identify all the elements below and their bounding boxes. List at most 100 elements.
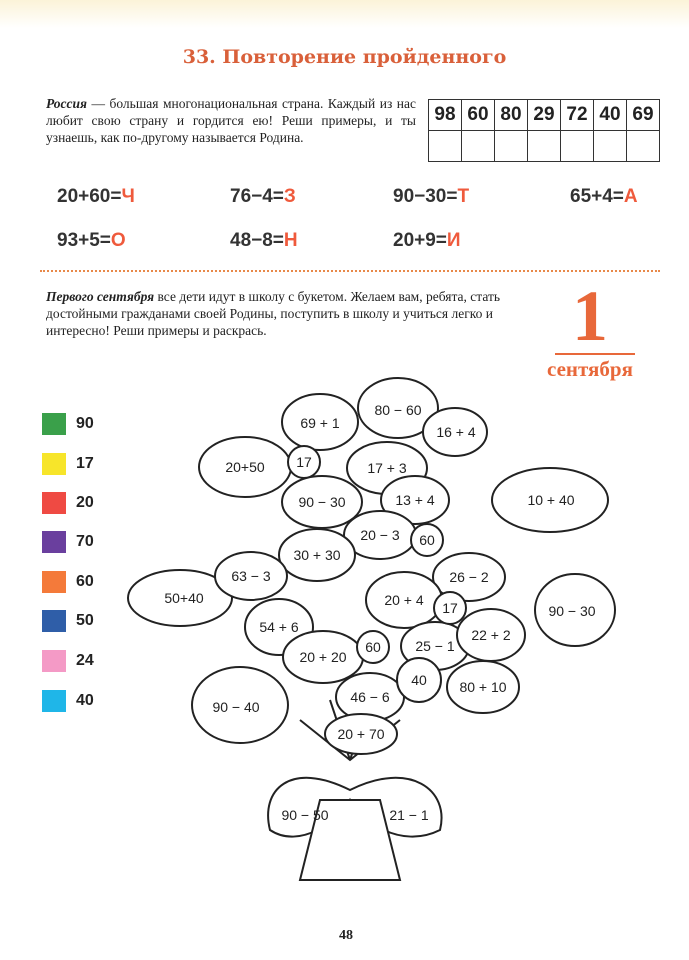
petal — [357, 377, 439, 439]
bouquet-expression[interactable]: 46 − 6 — [350, 689, 390, 705]
color-swatch — [42, 492, 66, 514]
bouquet-expression[interactable]: 20 + 4 — [384, 592, 424, 608]
bouquet-expression[interactable]: 20 − 3 — [360, 527, 400, 543]
bouquet-expression[interactable]: 80 − 60 — [374, 402, 422, 418]
answer-cell[interactable] — [494, 130, 528, 162]
petal — [281, 475, 363, 529]
code-number: 80 — [494, 99, 528, 131]
petal — [534, 573, 616, 647]
legend-value: 24 — [76, 652, 94, 669]
petal — [422, 407, 488, 457]
petal — [281, 393, 359, 451]
bouquet-expression[interactable]: 50+40 — [164, 590, 204, 606]
bouquet-expression[interactable]: 10 + 40 — [527, 492, 575, 508]
answer-cell[interactable] — [626, 130, 660, 162]
bouquet-expression[interactable]: 80 + 10 — [459, 679, 507, 695]
example: 20+9=И — [393, 230, 461, 251]
bouquet-expression[interactable]: 54 + 6 — [259, 619, 299, 635]
legend-item: 70 — [42, 531, 94, 553]
bouquet-expression[interactable]: 60 — [419, 532, 435, 548]
legend-item: 40 — [42, 690, 94, 712]
legend-item: 60 — [42, 571, 94, 593]
bouquet-expression[interactable]: 40 — [411, 672, 427, 688]
flower-center — [410, 523, 444, 557]
bouquet-expression[interactable]: 20 + 70 — [337, 726, 385, 742]
bouquet-expression[interactable]: 16 + 4 — [436, 424, 476, 440]
page-number: 48 — [339, 928, 353, 943]
flower-center — [356, 630, 390, 664]
bouquet-expression[interactable]: 26 − 2 — [449, 569, 489, 585]
code-number: 40 — [593, 99, 627, 131]
bouquet-expression[interactable]: 21 − 1 — [389, 807, 429, 823]
example: 48−8=Н — [230, 230, 298, 251]
bouquet-expression[interactable]: 63 − 3 — [231, 568, 271, 584]
petal — [432, 552, 506, 602]
bouquet-wrap — [298, 799, 402, 881]
example: 90−30=Т — [393, 186, 470, 207]
september-paragraph: Первого сентября все дети идут в школу с… — [46, 288, 526, 339]
bouquet-expression[interactable]: 90 − 40 — [212, 699, 260, 715]
legend-value: 17 — [76, 455, 94, 472]
petal — [278, 528, 356, 582]
bouquet-expression[interactable]: 60 — [365, 639, 381, 655]
bouquet-expression[interactable]: 20+50 — [225, 459, 265, 475]
petal — [214, 551, 288, 601]
bouquet-expression[interactable]: 90 − 30 — [298, 494, 346, 510]
leaf — [191, 666, 289, 744]
september-text: все дети идут в школу с букетом. Желаем … — [46, 289, 501, 338]
petal — [380, 475, 450, 525]
legend-item: 17 — [42, 453, 94, 475]
color-swatch — [42, 690, 66, 712]
top-bar — [0, 0, 689, 28]
color-swatch — [42, 610, 66, 632]
color-swatch — [42, 571, 66, 593]
leaf — [491, 467, 609, 533]
flower-center — [287, 445, 321, 479]
bouquet-expression[interactable]: 22 + 2 — [471, 627, 511, 643]
legend-item: 90 — [42, 413, 94, 435]
example: 76−4=З — [230, 186, 296, 207]
legend-value: 40 — [76, 692, 94, 709]
example: 20+60=Ч — [57, 186, 135, 207]
page-title: 33. Повторение пройденного — [182, 46, 507, 68]
bouquet-expression[interactable]: 90 − 50 — [281, 807, 329, 823]
code-number: 98 — [428, 99, 462, 131]
bouquet-expression[interactable]: 17 + 3 — [367, 460, 407, 476]
legend-value: 20 — [76, 494, 94, 511]
bouquet-expression[interactable]: 20 + 20 — [299, 649, 347, 665]
intro-text: — большая многонациональная страна. Кажд… — [46, 96, 416, 145]
bouquet-expression[interactable]: 30 + 30 — [293, 547, 341, 563]
leaf — [127, 569, 233, 627]
color-swatch — [42, 531, 66, 553]
petal — [324, 713, 398, 755]
petal — [446, 660, 520, 714]
legend-item: 24 — [42, 650, 94, 672]
legend-item: 50 — [42, 610, 94, 632]
bouquet-expression[interactable]: 17 — [442, 600, 458, 616]
answer-table: 98 60 80 29 72 40 69 — [428, 99, 660, 162]
september-lead: Первого сентября — [46, 289, 155, 304]
intro-paragraph: Россия — большая многонациональная стран… — [46, 95, 416, 146]
date-divider — [555, 353, 635, 355]
bouquet-expression[interactable]: 17 — [296, 454, 312, 470]
bouquet-expression[interactable]: 69 + 1 — [300, 415, 340, 431]
legend-item: 20 — [42, 492, 94, 514]
answer-cell[interactable] — [527, 130, 561, 162]
date-day: 1 — [572, 276, 608, 356]
bouquet-expression[interactable]: 13 + 4 — [395, 492, 435, 508]
date-month: сентября — [547, 357, 633, 381]
legend-value: 90 — [76, 415, 94, 432]
bouquet-expression[interactable]: 25 − 1 — [415, 638, 455, 654]
dotted-divider — [40, 270, 660, 272]
intro-lead: Россия — [46, 96, 87, 111]
bouquet-expression[interactable]: 90 − 30 — [548, 603, 596, 619]
color-swatch — [42, 413, 66, 435]
flower-center — [433, 591, 467, 625]
example: 65+4=А — [570, 186, 638, 207]
code-number: 72 — [560, 99, 594, 131]
example: 93+5=О — [57, 230, 126, 251]
answer-cell[interactable] — [593, 130, 627, 162]
color-swatch — [42, 453, 66, 475]
